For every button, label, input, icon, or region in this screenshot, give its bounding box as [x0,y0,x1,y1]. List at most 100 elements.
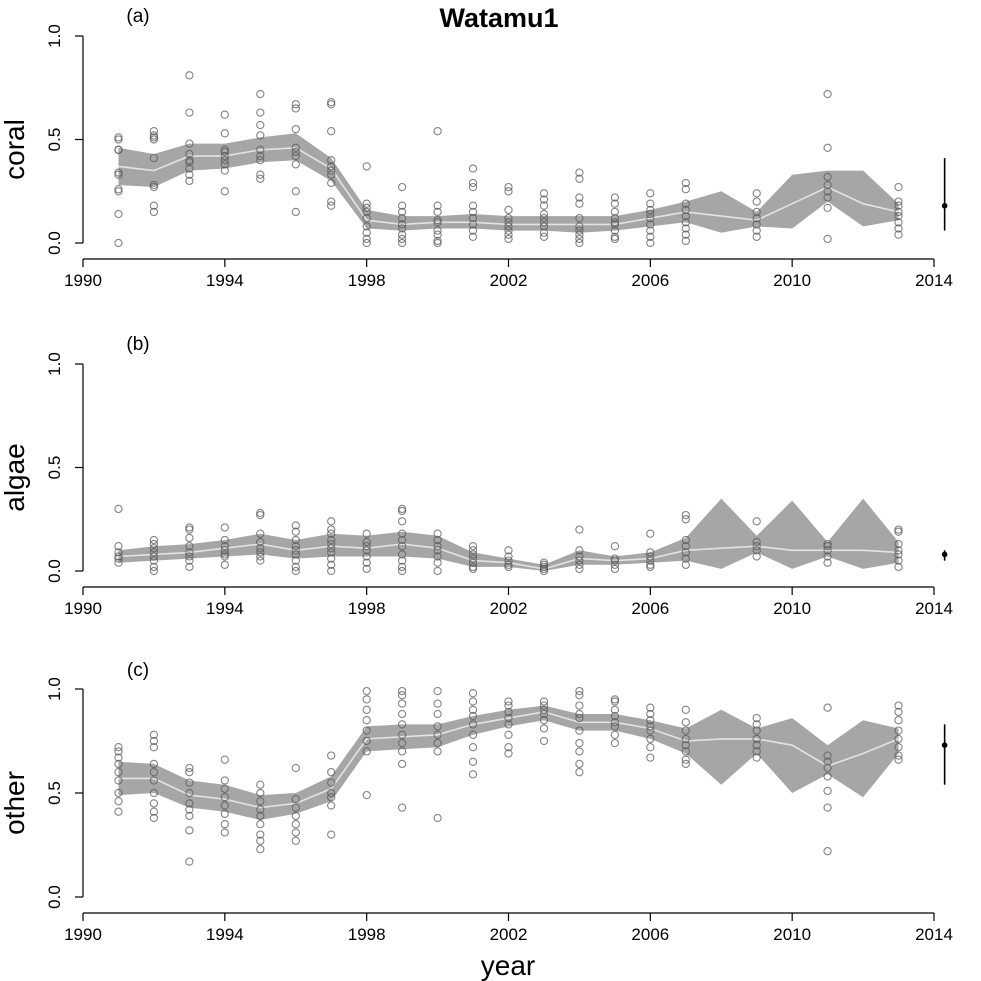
coral-point [823,187,832,196]
other-point [504,697,513,706]
coral-point [681,224,690,233]
coral-point [220,145,229,154]
other-point [220,820,229,829]
algae-point [114,552,123,561]
algae-point [433,535,442,545]
coral-point [433,238,442,248]
coral-point [646,238,655,248]
other-point [610,722,620,731]
algae-point [291,535,300,545]
coral-point [362,214,371,223]
coral-point [291,124,300,134]
coral-point [397,238,407,248]
algae-point [575,546,584,555]
coral-point [397,214,407,223]
algae-point [256,537,265,547]
coral-point [185,108,194,117]
other-point [220,809,229,818]
other-point [433,699,442,708]
other-point [468,720,478,729]
other-point [397,686,407,696]
algae-point [362,542,371,551]
algae-point [149,556,159,565]
other-point [646,743,655,752]
algae-x-tick-label: 2006 [631,599,669,618]
coral-point [575,222,584,231]
coral-point [575,199,584,208]
coral-point [256,151,265,161]
algae-x-tick-label: 2010 [773,599,811,618]
other-y-tick-label: 0.5 [45,781,64,805]
other-point [256,811,265,821]
algae-y-tick-label: 0.5 [45,456,64,480]
coral-x-tick-label: 2006 [631,271,669,290]
other-point [397,691,407,700]
coral-point [610,226,620,235]
other-point [894,707,903,717]
other-point [894,726,903,735]
other-point [185,805,194,814]
other-point [539,716,549,725]
other-point [291,828,300,837]
coral-y-tick-label: 0.0 [45,231,64,255]
algae-point [185,525,194,534]
algae-point [291,546,300,555]
coral-point [894,218,903,227]
other-point [433,730,442,739]
other-point [468,730,478,739]
other-point [149,788,159,798]
other-point [149,743,159,752]
coral-point [362,222,371,231]
other-point [185,778,194,787]
other-point [256,845,265,854]
coral-point [539,195,549,204]
algae-point [681,542,690,551]
algae-point [220,560,229,569]
coral-point [185,158,194,167]
algae-point [646,556,655,565]
other-point [752,734,761,744]
algae-point [646,548,655,557]
other-point [539,736,549,746]
coral-point [185,170,194,179]
other-point [220,828,229,837]
coral-point [504,222,513,231]
algae-point [681,535,690,545]
other-point [149,768,159,777]
coral-point [185,164,194,173]
coral-point [291,100,300,109]
other-point [114,807,123,816]
algae-point [681,560,690,569]
other-point [256,780,265,789]
algae-point [256,556,265,565]
algae-point [149,535,159,545]
other-point [823,703,832,712]
coral-point [468,220,478,229]
other-point [433,722,442,731]
coral-point [575,214,584,223]
algae-point [185,523,194,532]
algae-point [539,558,549,567]
algae-point [327,539,336,549]
other-point [646,716,655,725]
algae-point [894,550,903,559]
other-point [433,709,442,719]
other-point [291,820,300,829]
coral-point [185,71,194,80]
other-point [468,770,478,779]
algae-point [610,542,620,551]
coral-point [362,162,371,171]
other-point [610,730,620,739]
coral-point [894,197,903,206]
other-point [397,759,407,769]
algae-point [610,554,620,563]
coral-point [433,236,442,246]
coral-point [575,193,584,202]
other-point [220,776,229,785]
coral-point [220,160,229,169]
coral-point [149,127,159,136]
other-point [468,705,478,714]
algae-point [185,556,194,565]
other-point [681,741,690,750]
other-point [752,741,761,750]
